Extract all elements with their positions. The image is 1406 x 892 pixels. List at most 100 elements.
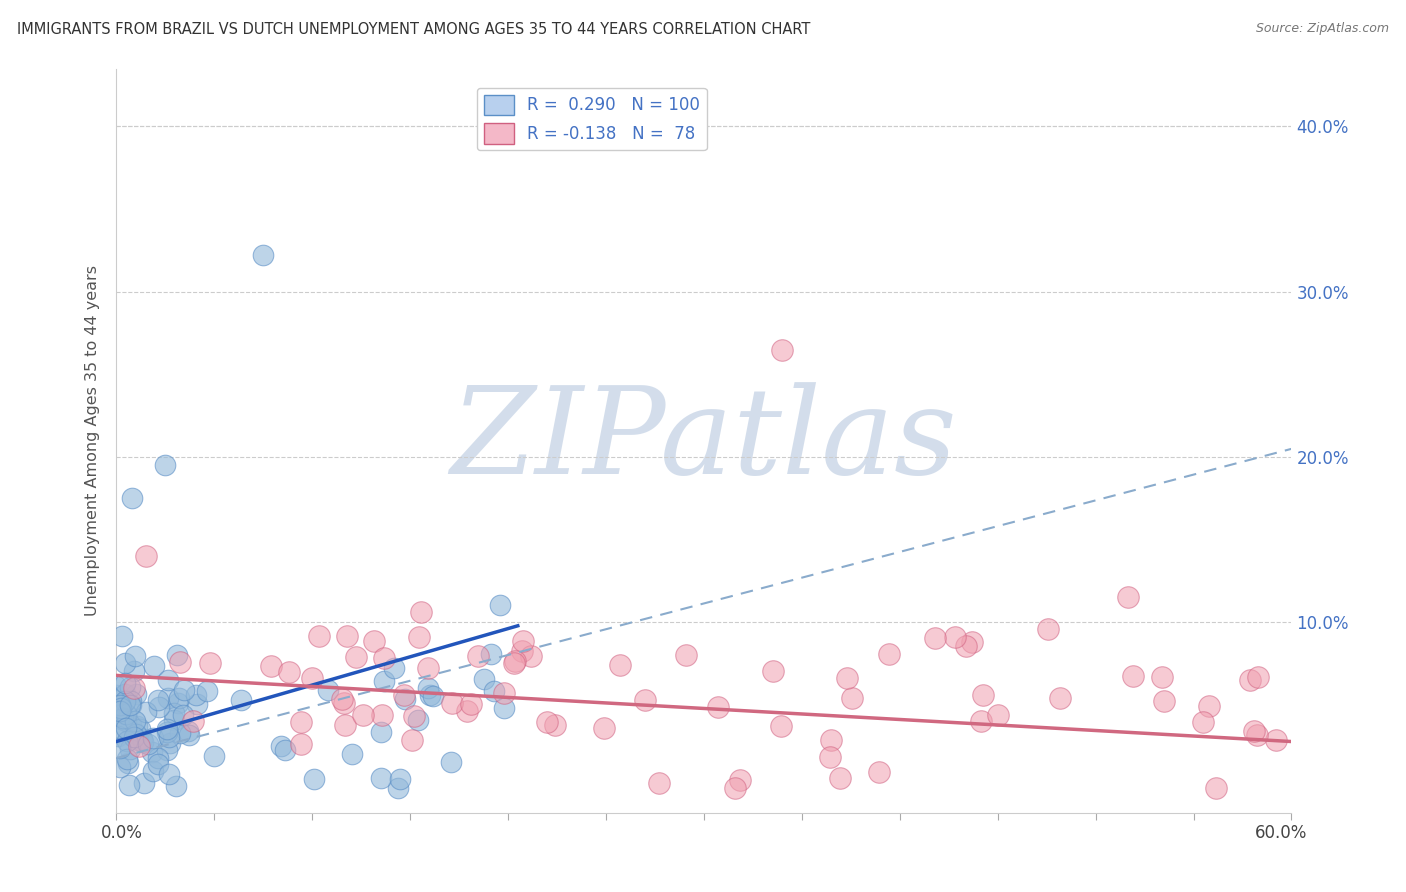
Point: [1153, 694, 1175, 708]
Point: [132, 735, 155, 749]
Point: [163, 706, 186, 720]
Point: [165, 779, 187, 793]
Point: [394, 688, 416, 702]
Point: [184, 688, 207, 702]
Point: [416, 681, 439, 696]
Point: [648, 776, 671, 790]
Point: [609, 657, 631, 672]
Point: [169, 655, 191, 669]
Point: [114, 687, 136, 701]
Point: [970, 714, 993, 728]
Point: [519, 648, 541, 663]
Point: [494, 701, 516, 715]
Point: [1122, 669, 1144, 683]
Point: [156, 722, 179, 736]
Point: [370, 772, 392, 786]
Point: [440, 696, 463, 710]
Point: [156, 724, 179, 739]
Point: [195, 684, 218, 698]
Point: [270, 739, 292, 754]
Point: [108, 741, 131, 756]
Point: [128, 739, 150, 754]
Point: [169, 725, 191, 739]
Point: [492, 686, 515, 700]
Point: [1247, 670, 1270, 684]
Point: [467, 648, 489, 663]
Point: [502, 656, 524, 670]
Point: [105, 688, 128, 702]
Point: [148, 700, 170, 714]
Point: [108, 704, 131, 718]
Point: [141, 745, 163, 759]
Point: [142, 764, 165, 778]
Point: [114, 706, 136, 721]
Point: [155, 458, 177, 473]
Point: [105, 679, 128, 693]
Point: [229, 692, 252, 706]
Point: [1036, 622, 1059, 636]
Point: [277, 665, 299, 680]
Point: [503, 654, 526, 668]
Point: [127, 732, 149, 747]
Point: [1246, 728, 1268, 742]
Point: [512, 633, 534, 648]
Point: [828, 771, 851, 785]
Point: [157, 767, 180, 781]
Point: [707, 700, 730, 714]
Point: [115, 722, 138, 736]
Text: 60.0%: 60.0%: [1254, 824, 1308, 842]
Point: [172, 708, 194, 723]
Point: [111, 723, 134, 737]
Point: [132, 776, 155, 790]
Point: [924, 631, 946, 645]
Point: [1239, 673, 1261, 688]
Point: [115, 752, 138, 766]
Point: [124, 714, 146, 728]
Point: [110, 712, 132, 726]
Point: [330, 691, 353, 706]
Point: [987, 707, 1010, 722]
Point: [125, 727, 148, 741]
Point: [125, 687, 148, 701]
Point: [960, 634, 983, 648]
Text: Source: ZipAtlas.com: Source: ZipAtlas.com: [1256, 22, 1389, 36]
Point: [440, 755, 463, 769]
Point: [316, 682, 339, 697]
Point: [114, 693, 136, 707]
Text: 0.0%: 0.0%: [101, 824, 142, 842]
Point: [955, 640, 977, 654]
Point: [120, 698, 142, 712]
Point: [382, 661, 405, 675]
Point: [304, 772, 326, 787]
Point: [111, 629, 134, 643]
Point: [111, 710, 134, 724]
Point: [128, 722, 150, 736]
Point: [148, 693, 170, 707]
Point: [124, 648, 146, 663]
Point: [181, 714, 204, 729]
Point: [120, 718, 142, 732]
Point: [308, 629, 330, 643]
Point: [373, 650, 395, 665]
Point: [167, 696, 190, 710]
Point: [143, 659, 166, 673]
Point: [127, 718, 149, 732]
Point: [118, 698, 141, 712]
Point: [972, 689, 994, 703]
Point: [173, 682, 195, 697]
Point: [121, 491, 143, 506]
Point: [110, 701, 132, 715]
Point: [163, 714, 186, 728]
Point: [336, 629, 359, 643]
Point: [186, 697, 208, 711]
Text: IMMIGRANTS FROM BRAZIL VS DUTCH UNEMPLOYMENT AMONG AGES 35 TO 44 YEARS CORRELATI: IMMIGRANTS FROM BRAZIL VS DUTCH UNEMPLOY…: [17, 22, 810, 37]
Point: [159, 736, 181, 750]
Point: [389, 772, 412, 787]
Point: [115, 734, 138, 748]
Point: [108, 760, 131, 774]
Point: [117, 756, 139, 771]
Point: [290, 714, 312, 729]
Point: [352, 708, 374, 723]
Point: [148, 750, 170, 764]
Point: [115, 714, 138, 728]
